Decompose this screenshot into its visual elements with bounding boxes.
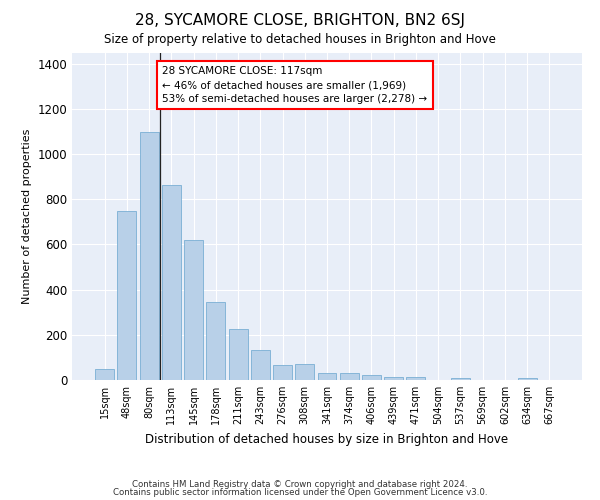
Bar: [406, 377, 425, 380]
Bar: [317, 373, 337, 380]
Bar: [184, 240, 203, 380]
Text: 28 SYCAMORE CLOSE: 117sqm
← 46% of detached houses are smaller (1,969)
53% of se: 28 SYCAMORE CLOSE: 117sqm ← 46% of detac…: [163, 66, 428, 104]
Bar: [273, 366, 292, 380]
X-axis label: Distribution of detached houses by size in Brighton and Hove: Distribution of detached houses by size …: [145, 432, 509, 446]
Bar: [518, 378, 536, 380]
Text: Contains public sector information licensed under the Open Government Licence v3: Contains public sector information licen…: [113, 488, 487, 497]
Bar: [118, 210, 136, 380]
Bar: [206, 302, 225, 380]
Y-axis label: Number of detached properties: Number of detached properties: [22, 128, 32, 304]
Bar: [451, 378, 470, 380]
Bar: [251, 350, 270, 380]
Bar: [95, 368, 114, 380]
Bar: [340, 373, 359, 380]
Text: Size of property relative to detached houses in Brighton and Hove: Size of property relative to detached ho…: [104, 32, 496, 46]
Bar: [384, 377, 403, 380]
Bar: [140, 132, 158, 380]
Bar: [229, 329, 248, 380]
Text: Contains HM Land Registry data © Crown copyright and database right 2024.: Contains HM Land Registry data © Crown c…: [132, 480, 468, 489]
Text: 28, SYCAMORE CLOSE, BRIGHTON, BN2 6SJ: 28, SYCAMORE CLOSE, BRIGHTON, BN2 6SJ: [135, 12, 465, 28]
Bar: [162, 184, 181, 380]
Bar: [295, 364, 314, 380]
Bar: [362, 375, 381, 380]
